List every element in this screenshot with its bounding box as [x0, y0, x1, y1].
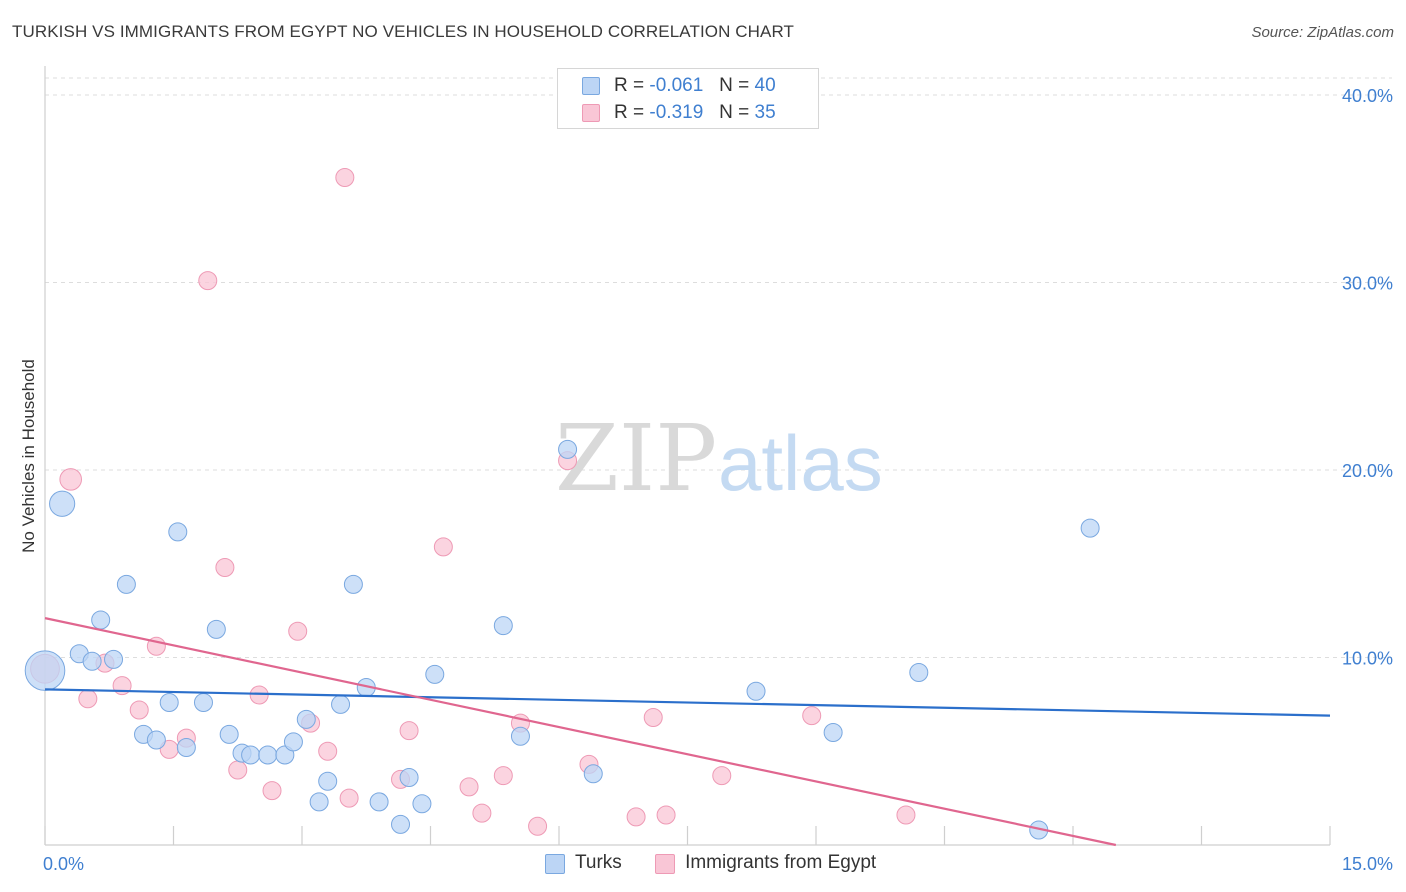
- turks-point: [219, 724, 239, 744]
- egypt-point: [198, 271, 218, 291]
- turks-point: [746, 681, 766, 701]
- egypt-point: [656, 805, 676, 825]
- r-label: R =: [614, 102, 645, 123]
- watermark-atlas: atlas: [718, 419, 883, 507]
- y-axis-label: No Vehicles in Household: [19, 359, 38, 553]
- egypt-point: [493, 766, 513, 786]
- turks-point: [309, 792, 329, 812]
- turks-point: [331, 694, 351, 714]
- turks-legend-label: Turks: [575, 852, 622, 873]
- grid-lines: [45, 77, 1392, 658]
- turks-point: [258, 745, 278, 765]
- turks-point: [583, 764, 603, 784]
- turks-point: [558, 439, 578, 459]
- egypt-point: [643, 708, 663, 727]
- n-label: N =: [719, 102, 750, 123]
- egypt-point: [626, 807, 646, 827]
- legend-item-egypt: Immigrants from Egypt: [655, 852, 876, 874]
- egypt-point: [228, 760, 248, 780]
- turks-legend-swatch: [545, 854, 565, 874]
- turks-point: [91, 610, 111, 630]
- turks-point: [193, 693, 213, 712]
- egypt-point: [433, 537, 453, 557]
- turks-point: [399, 768, 419, 787]
- egypt-point: [802, 706, 822, 726]
- legend-item-turks: Turks: [545, 852, 622, 874]
- turks-point: [159, 693, 179, 712]
- trend-lines: [44, 617, 1331, 847]
- turks-point: [206, 619, 226, 639]
- turks-point: [296, 709, 316, 729]
- y-tick-label: 10.0%: [1342, 649, 1393, 669]
- turks-swatch: [582, 77, 600, 95]
- turks-point: [168, 522, 188, 542]
- egypt-point: [59, 468, 82, 491]
- turks-point: [510, 726, 530, 746]
- y-tick-label: 20.0%: [1342, 461, 1393, 481]
- egypt-point: [288, 621, 308, 641]
- watermark-zip: ZIP: [555, 405, 717, 512]
- turks-point: [493, 616, 513, 636]
- egypt-n-value: 35: [754, 102, 776, 123]
- y-tick-label: 30.0%: [1342, 274, 1393, 294]
- egypt-legend-label: Immigrants from Egypt: [685, 852, 877, 873]
- correlation-legend: R = -0.061 N = 40 R = -0.319 N = 35: [557, 68, 819, 129]
- egypt-point: [215, 558, 235, 577]
- turks-point: [116, 574, 136, 594]
- turks-point: [275, 745, 295, 765]
- turks-point: [241, 745, 261, 765]
- turks-point: [425, 664, 445, 684]
- egypt-point: [399, 721, 419, 741]
- source-credit: Source: ZipAtlas.com: [1251, 24, 1394, 41]
- egypt-trend-line: [44, 617, 1117, 847]
- x-tick-label-max: 15.0%: [1342, 854, 1393, 874]
- turks-point: [823, 723, 843, 742]
- turks-point: [104, 649, 124, 669]
- egypt-point: [712, 766, 732, 786]
- series-legend: Turks Immigrants from Egypt: [545, 852, 904, 878]
- turks-trend-line: [44, 688, 1331, 717]
- egypt-r-value: -0.319: [649, 102, 704, 123]
- x-tick-label-min: 0.0%: [43, 854, 84, 874]
- y-tick-label: 40.0%: [1342, 86, 1393, 106]
- egypt-point: [129, 700, 149, 720]
- turks-point: [391, 814, 411, 834]
- turks-points: [24, 439, 1100, 840]
- egypt-point: [472, 803, 492, 823]
- turks-r-value: -0.061: [649, 75, 704, 96]
- egypt-point: [459, 777, 479, 797]
- turks-n-value: 40: [754, 75, 776, 96]
- turks-point: [176, 738, 196, 757]
- turks-point: [369, 792, 389, 812]
- egypt-point: [896, 805, 916, 825]
- egypt-point: [318, 741, 338, 761]
- egypt-point: [339, 788, 359, 808]
- egypt-swatch: [582, 104, 600, 122]
- egypt-point: [335, 168, 355, 187]
- chart-title: TURKISH VS IMMIGRANTS FROM EGYPT NO VEHI…: [12, 22, 795, 41]
- turks-point: [318, 771, 338, 791]
- axis-labels: 10.0% 20.0% 30.0% 40.0% 0.0% 15.0% No Vehicles…: [19, 86, 1393, 874]
- turks-point: [146, 730, 166, 750]
- turks-point: [909, 663, 929, 682]
- turks-point: [49, 490, 76, 517]
- turks-point: [82, 651, 102, 671]
- egypt-point: [528, 816, 548, 836]
- egypt-point: [78, 689, 98, 709]
- turks-point: [283, 732, 303, 752]
- egypt-point: [262, 781, 282, 801]
- turks-point: [24, 650, 66, 691]
- turks-point: [1080, 518, 1100, 538]
- n-label: N =: [719, 75, 750, 96]
- turks-point: [343, 574, 363, 594]
- turks-point: [412, 794, 432, 814]
- egypt-legend-swatch: [655, 854, 676, 874]
- egypt-point: [249, 685, 269, 705]
- r-label: R =: [614, 75, 645, 96]
